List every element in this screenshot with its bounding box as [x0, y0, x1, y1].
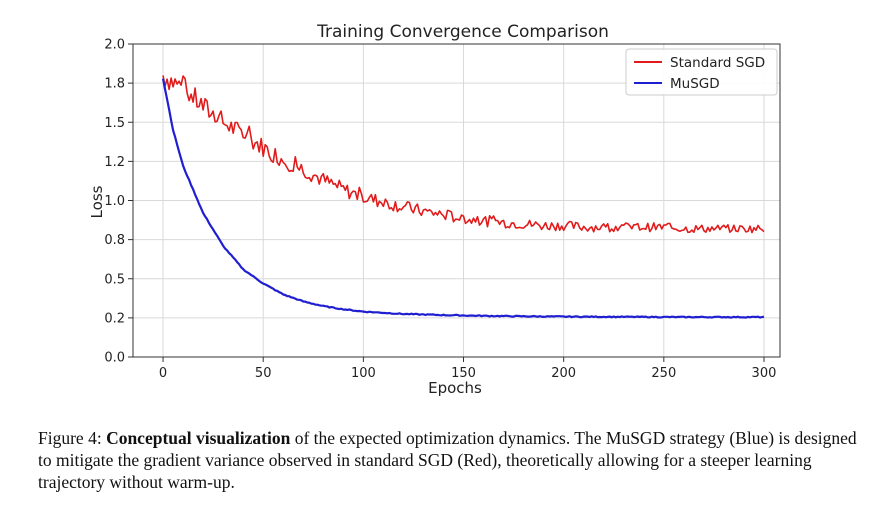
series-line-musgd [161, 78, 765, 319]
x-tick-label: 0 [159, 366, 167, 381]
grid-lines [133, 43, 780, 358]
x-tick-label: 150 [451, 366, 476, 381]
y-axis-label: Loss [88, 185, 106, 218]
chart-title: Training Convergence Comparison [316, 22, 609, 42]
x-tick-label: 300 [752, 366, 777, 381]
y-tick-label: 1.2 [104, 155, 125, 170]
y-tick-label: 1.8 [104, 77, 125, 92]
x-axis-ticks: 0 50 100 150 200 250 300 [159, 357, 776, 381]
y-tick-label: 2.0 [104, 38, 125, 53]
y-tick-label: 1.0 [104, 194, 125, 209]
legend: Standard SGD MuSGD [625, 48, 778, 96]
figure-caption: Figure 4: Conceptual visualization of th… [38, 427, 858, 493]
series-line-standard-sgd [162, 75, 765, 234]
x-tick-label: 250 [651, 366, 676, 381]
caption-prefix: Figure 4: [38, 428, 107, 448]
series-group [161, 75, 765, 319]
y-tick-label: 0.5 [104, 272, 125, 287]
x-axis-label: Epochs [428, 379, 482, 397]
x-tick-label: 50 [255, 366, 272, 381]
legend-box [625, 48, 778, 96]
y-tick-label: 0.2 [104, 311, 125, 326]
legend-label-standard-sgd: Standard SGD [670, 55, 765, 71]
legend-label-musgd: MuSGD [670, 76, 720, 92]
caption-bold: Conceptual visualization [106, 428, 291, 448]
y-tick-label: 1.5 [104, 116, 125, 131]
caption-rest: of the expected optimization dynamics. T… [38, 428, 857, 492]
y-tick-label: 0.8 [104, 233, 125, 248]
y-axis-ticks: 0.0 0.2 0.5 0.8 1.0 1.2 1.5 1.8 2.0 [104, 38, 133, 366]
line-chart: Training Convergence Comparison 0 50 100 15… [88, 22, 781, 397]
x-tick-label: 200 [551, 366, 576, 381]
y-tick-label: 0.0 [104, 351, 125, 366]
x-tick-label: 100 [351, 366, 376, 381]
